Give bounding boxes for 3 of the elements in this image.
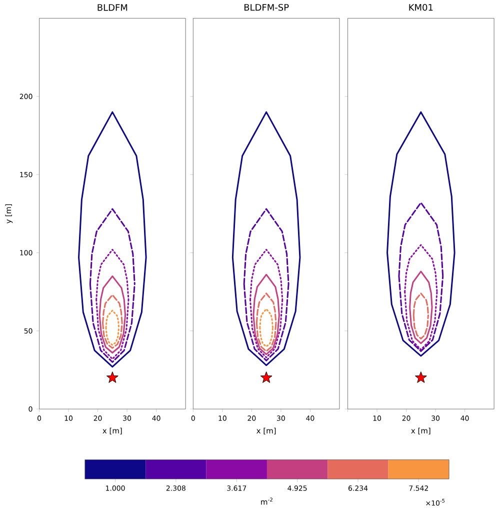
chart-title: KM01	[409, 4, 433, 11]
chart-title: BLDFM-SP	[244, 4, 289, 11]
chart-title: BLDFM	[98, 4, 128, 11]
